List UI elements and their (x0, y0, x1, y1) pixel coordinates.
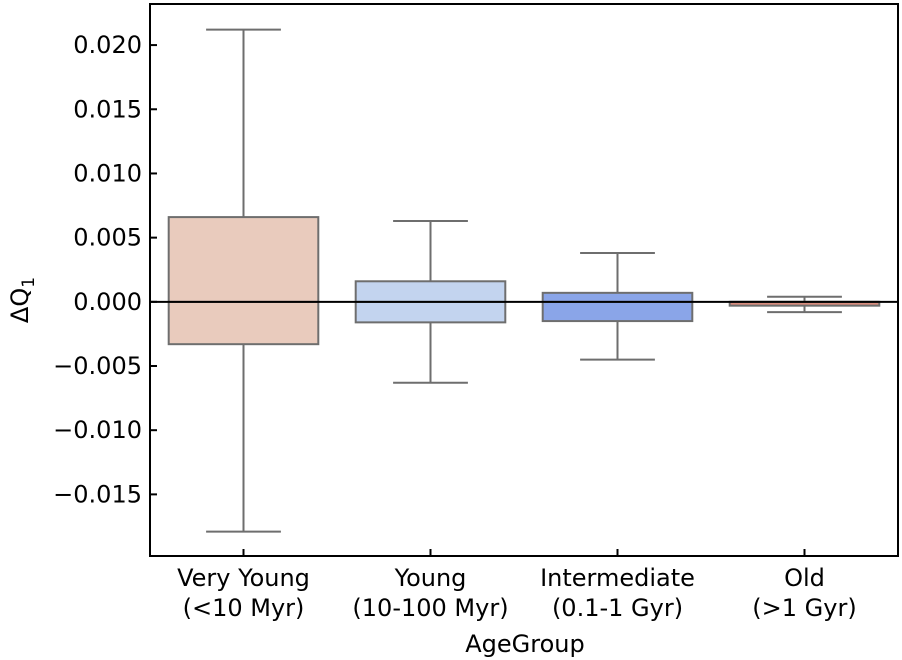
plot-area (149, 3, 899, 557)
x-axis-title: AgeGroup (465, 630, 584, 658)
x-tick-label-line1: Intermediate (540, 564, 695, 592)
y-tick-label: −0.015 (53, 480, 142, 508)
y-axis-title: ΔQ1 (6, 277, 39, 323)
y-axis: −0.015 −0.010 −0.005 0.000 0.005 0.010 0.015 0.… (53, 31, 157, 508)
box-group (541, 252, 694, 361)
y-tick-label: 0.015 (73, 95, 142, 123)
x-tick-label-line1: Old (784, 564, 825, 592)
box (167, 216, 320, 346)
y-tick-label: −0.005 (53, 352, 142, 380)
box-group (728, 295, 881, 314)
x-tick-label-line1: Young (394, 564, 467, 592)
box (541, 291, 694, 323)
x-tick-label-line2: (<10 Myr) (183, 594, 305, 622)
plot-frame (149, 3, 899, 557)
y-axis-title-main: ΔQ (6, 288, 34, 323)
x-tick-label-line2: (10-100 Myr) (352, 594, 508, 622)
y-tick-label: 0.020 (73, 31, 142, 59)
y-tick-label: 0.005 (73, 224, 142, 252)
x-axis: Very Young(<10 Myr) Young(10-100 Myr) Inte… (177, 549, 857, 622)
boxes-layer (150, 28, 898, 533)
y-tick-label: 0.010 (73, 159, 142, 187)
y-axis-title-subscript: 1 (19, 277, 39, 288)
y-tick-label: 0.000 (73, 288, 142, 316)
x-tick-label-line2: (>1 Gyr) (752, 594, 856, 622)
x-tick-label-line2: (0.1-1 Gyr) (552, 594, 683, 622)
y-tick-label: −0.010 (53, 416, 142, 444)
box-group (167, 28, 320, 533)
x-tick-label-line1: Very Young (177, 564, 310, 592)
